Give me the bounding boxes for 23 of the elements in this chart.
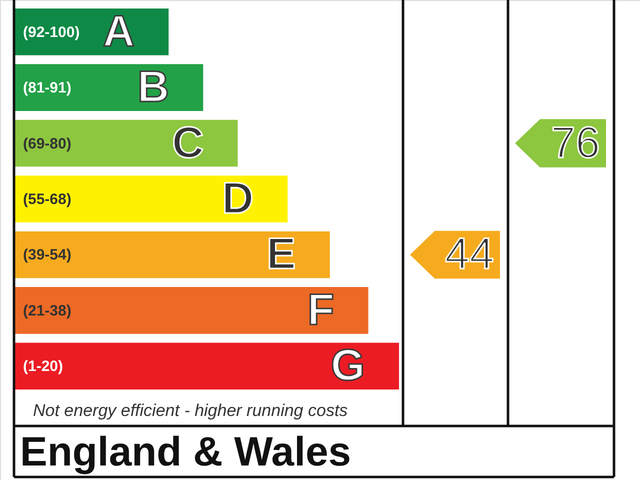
annotation: (69-80) <box>23 135 72 152</box>
text: 44 <box>445 230 494 279</box>
y-tick-label: G <box>330 341 365 390</box>
text: 76 <box>551 118 600 168</box>
bar <box>15 287 368 334</box>
y-tick-label: B <box>137 62 170 112</box>
annotation: (1-20) <box>23 358 64 376</box>
bar <box>15 342 399 390</box>
y-tick-label: A <box>102 6 135 56</box>
bar <box>15 176 288 222</box>
annotation: (92-100) <box>23 24 80 41</box>
annotation: (21-38) <box>23 302 72 320</box>
y-tick-label: D <box>222 174 254 223</box>
y-tick-label: E <box>266 230 296 279</box>
y-tick-label: F <box>307 285 334 334</box>
y-tick-label: C <box>172 118 204 168</box>
text: Not energy efficient - higher running costs <box>33 401 348 420</box>
annotation: (39-54) <box>23 246 72 264</box>
bar <box>15 231 330 278</box>
annotation: (81-91) <box>23 80 72 97</box>
annotation: (55-68) <box>23 191 72 208</box>
text: England & Wales <box>20 428 352 474</box>
bar <box>15 120 238 167</box>
